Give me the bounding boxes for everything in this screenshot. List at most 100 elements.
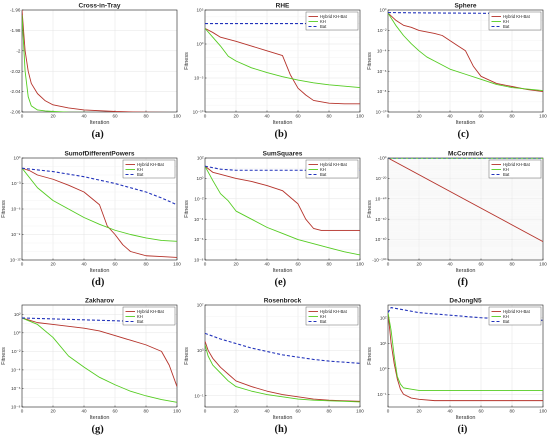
- x-tick-label: 100: [356, 409, 364, 414]
- x-tick-label: 60: [478, 114, 484, 119]
- plot-dejongn5: 0 20 40 60 80 100 10⁻¹ 10⁰ 10¹ 10² DeJongN5 Iterati…: [367, 298, 547, 422]
- plot-mccormick: 0 20 40 60 80 100 -10⁻¹⁰⁰ 10⁻⁸⁰ 10⁻⁶⁰ 10⁻⁴⁰ 10⁻²⁰ -…: [367, 151, 547, 275]
- y-tick-label: 10⁻⁶: [194, 237, 204, 242]
- series-line-kh: [22, 317, 177, 403]
- x-tick-label: 20: [233, 114, 239, 119]
- x-tick-label: 40: [447, 114, 453, 119]
- series-line-bat: [22, 167, 177, 206]
- legend-box: [305, 11, 359, 31]
- y-tick-label: 10⁻⁹: [11, 232, 21, 237]
- y-tick-label: 10⁻⁸: [194, 258, 204, 263]
- axes-frame: [204, 304, 361, 408]
- y-tick-label: 10²: [14, 312, 21, 317]
- y-tick-label: 10⁻⁸: [11, 405, 21, 410]
- x-tick-label: 20: [416, 409, 422, 414]
- panel-caption: (f): [457, 277, 469, 288]
- x-tick-label: 60: [112, 409, 118, 414]
- plot-title: Sphere: [454, 3, 476, 10]
- plot-title: Rosenbrock: [264, 298, 302, 305]
- legend-label: Hybrid KH-Bat: [320, 14, 348, 19]
- y-axis-label: Fitness: [184, 347, 190, 365]
- panel-caption: (h): [274, 424, 288, 435]
- x-tick-label: 20: [416, 114, 422, 119]
- legend-label: Bat: [320, 172, 327, 177]
- legend-label: Hybrid KH-Bat: [320, 162, 348, 167]
- panel-caption: (d): [91, 277, 105, 288]
- x-axis-label: Iteration: [90, 120, 110, 126]
- legend-label: KH: [320, 314, 326, 319]
- x-tick-label: 20: [233, 262, 239, 267]
- y-tick-label: 10³: [197, 348, 204, 353]
- y-tick-label: 10⁰: [14, 330, 21, 335]
- y-tick-label: -2.02: [10, 69, 21, 74]
- legend-label: Bat: [320, 24, 327, 29]
- x-tick-label: 80: [509, 262, 515, 267]
- x-tick-label: 0: [204, 409, 207, 414]
- axes-frame: [204, 9, 361, 113]
- y-tick-label: 10⁻⁴: [377, 48, 387, 53]
- series-group: [22, 10, 177, 112]
- x-axis-label: Iteration: [456, 120, 476, 126]
- series-group: [205, 165, 360, 256]
- series-line-hybrid: [205, 165, 360, 231]
- y-tick-label: 10⁻²: [377, 28, 387, 33]
- series-line-kh: [205, 165, 360, 256]
- y-tick-label: -1.96: [10, 8, 21, 13]
- x-tick-label: 40: [447, 409, 453, 414]
- y-axis-label: Fitness: [367, 347, 373, 365]
- legend-label: Hybrid KH-Bat: [137, 309, 165, 314]
- plot-rhe: 0 20 40 60 80 100 10⁻¹⁰ 10⁻⁵ 10⁰ 10⁵ RHE Iteration F…: [184, 3, 364, 127]
- x-tick-label: 100: [173, 262, 181, 267]
- x-tick-label: 100: [173, 114, 181, 119]
- legend-label: Hybrid KH-Bat: [503, 309, 531, 314]
- series-line-hybrid: [388, 158, 543, 243]
- x-axis-label: Iteration: [456, 268, 476, 274]
- y-tick-label: 10⁰: [197, 176, 204, 181]
- y-tick-label: -1.98: [10, 28, 21, 33]
- legend-label: Bat: [503, 24, 510, 29]
- panel-caption: (b): [274, 129, 288, 140]
- series-line-hybrid: [205, 341, 360, 402]
- x-tick-label: 80: [326, 114, 332, 119]
- y-tick-label: 10⁵: [196, 8, 203, 13]
- x-tick-label: 0: [21, 409, 24, 414]
- x-tick-label: 40: [447, 262, 453, 267]
- panel-caption: (e): [274, 277, 287, 288]
- x-tick-label: 0: [387, 262, 390, 267]
- x-tick-label: 20: [50, 409, 56, 414]
- x-tick-label: 80: [143, 114, 149, 119]
- y-tick-label: 10⁻¹²: [10, 258, 21, 263]
- y-tick-label: 10⁻²: [11, 349, 21, 354]
- y-tick-label: 10⁻⁴: [194, 217, 204, 222]
- legend-label: KH: [320, 19, 326, 24]
- legend-label: Hybrid KH-Bat: [503, 14, 531, 19]
- series-line-bat: [22, 317, 177, 325]
- x-tick-label: 100: [173, 409, 181, 414]
- x-tick-label: 20: [416, 262, 422, 267]
- series-line-bat: [205, 165, 360, 171]
- y-tick-label: 10⁻²⁰: [376, 176, 387, 181]
- legend-label: KH: [137, 167, 143, 172]
- series-line-hybrid: [388, 12, 543, 93]
- plot-title: SumSquares: [263, 151, 303, 158]
- x-tick-label: 40: [81, 262, 87, 267]
- series-line-bat: [388, 12, 543, 15]
- panel-caption: (a): [91, 129, 104, 140]
- legend-box: [122, 159, 176, 179]
- series-line-kh: [205, 28, 360, 88]
- y-tick-label: 10⁻⁶: [11, 386, 21, 391]
- legend-label: Bat: [137, 319, 144, 324]
- legend-box: [488, 306, 542, 326]
- series-line-kh: [388, 12, 543, 92]
- y-axis-label: Fitness: [184, 52, 190, 70]
- series-line-kh: [388, 312, 543, 391]
- x-tick-label: 80: [143, 409, 149, 414]
- y-tick-label: -2.06: [10, 110, 21, 115]
- x-tick-label: 60: [112, 262, 118, 267]
- series-group: [388, 12, 543, 93]
